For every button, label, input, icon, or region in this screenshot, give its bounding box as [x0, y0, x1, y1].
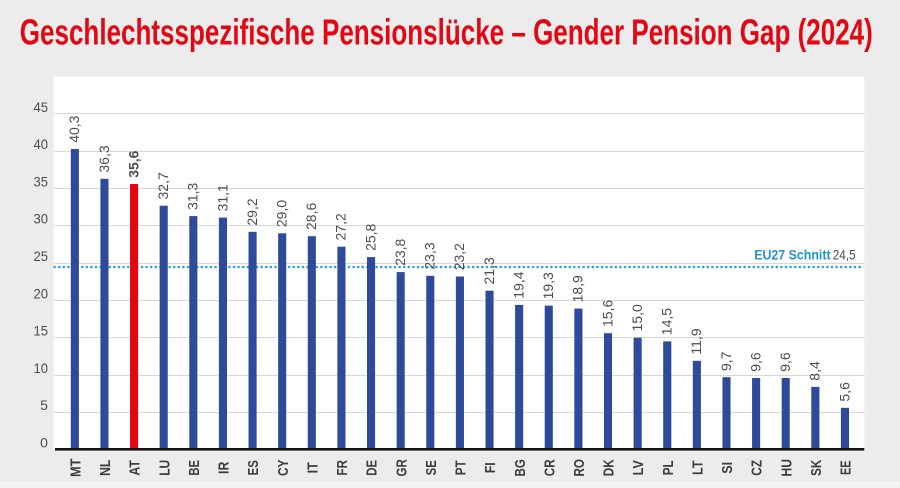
svg-text:25,8: 25,8: [362, 223, 378, 250]
svg-text:19,3: 19,3: [540, 272, 556, 299]
svg-text:15: 15: [34, 323, 49, 339]
svg-text:ES: ES: [245, 460, 262, 475]
svg-text:DK: DK: [601, 459, 618, 476]
svg-text:9,6: 9,6: [747, 352, 763, 372]
svg-text:40,3: 40,3: [66, 115, 82, 142]
svg-text:CY: CY: [275, 460, 292, 477]
svg-text:GR: GR: [393, 459, 410, 476]
svg-text:CZ: CZ: [749, 460, 766, 476]
svg-text:19,4: 19,4: [510, 271, 526, 298]
svg-text:27,2: 27,2: [333, 213, 349, 240]
svg-text:CR: CR: [541, 459, 558, 476]
svg-text:BE: BE: [186, 460, 203, 476]
svg-text:FR: FR: [334, 460, 351, 476]
svg-text:0: 0: [40, 435, 48, 451]
svg-text:Geschlechtsspezifische Pension: Geschlechtsspezifische Pensionslücke – G…: [20, 11, 873, 52]
svg-text:29,2: 29,2: [244, 198, 260, 225]
svg-text:PT: PT: [453, 460, 470, 475]
svg-text:MT: MT: [67, 459, 84, 478]
svg-text:14,5: 14,5: [659, 308, 675, 335]
svg-text:HU: HU: [778, 459, 795, 477]
svg-text:28,6: 28,6: [303, 203, 319, 230]
svg-text:31,3: 31,3: [185, 182, 201, 209]
svg-text:15,6: 15,6: [599, 300, 615, 327]
svg-text:DE: DE: [364, 460, 381, 476]
svg-text:5,6: 5,6: [836, 382, 852, 402]
svg-text:45: 45: [34, 99, 49, 115]
svg-text:PL: PL: [660, 460, 677, 475]
svg-text:IT: IT: [304, 462, 321, 473]
svg-text:IR: IR: [216, 462, 233, 474]
svg-text:LU: LU: [156, 460, 173, 476]
svg-text:AT: AT: [127, 460, 144, 476]
svg-text:8,4: 8,4: [807, 361, 823, 381]
svg-text:21,3: 21,3: [481, 257, 497, 284]
svg-text:SI: SI: [719, 462, 736, 474]
svg-text:35,6: 35,6: [125, 150, 141, 177]
svg-text:EE: EE: [838, 461, 855, 476]
svg-text:LV: LV: [630, 460, 647, 475]
svg-text:36,3: 36,3: [96, 145, 112, 172]
svg-text:31,1: 31,1: [214, 184, 230, 211]
svg-text:9,6: 9,6: [777, 352, 793, 372]
svg-text:SE: SE: [423, 460, 440, 475]
svg-text:11,9: 11,9: [688, 328, 704, 354]
svg-text:RO: RO: [571, 459, 588, 477]
svg-text:20: 20: [34, 285, 49, 301]
svg-text:35: 35: [34, 173, 49, 189]
svg-text:5: 5: [40, 397, 48, 413]
svg-text:23,8: 23,8: [392, 238, 408, 265]
svg-text:LT: LT: [689, 461, 706, 476]
svg-text:32,7: 32,7: [155, 172, 171, 199]
svg-text:25: 25: [34, 248, 49, 264]
svg-text:SK: SK: [808, 460, 825, 476]
svg-text:BG: BG: [512, 459, 529, 476]
svg-text:30: 30: [34, 211, 49, 227]
svg-text:40: 40: [34, 136, 49, 152]
svg-text:10: 10: [34, 360, 49, 376]
svg-text:9,7: 9,7: [718, 351, 734, 371]
svg-text:23,3: 23,3: [422, 242, 438, 269]
svg-text:29,0: 29,0: [273, 200, 289, 227]
svg-text:NL: NL: [97, 460, 114, 476]
svg-text:15,0: 15,0: [629, 304, 645, 331]
svg-text:23,2: 23,2: [451, 243, 467, 270]
svg-text:FI: FI: [482, 462, 499, 473]
svg-text:18,9: 18,9: [570, 275, 586, 302]
